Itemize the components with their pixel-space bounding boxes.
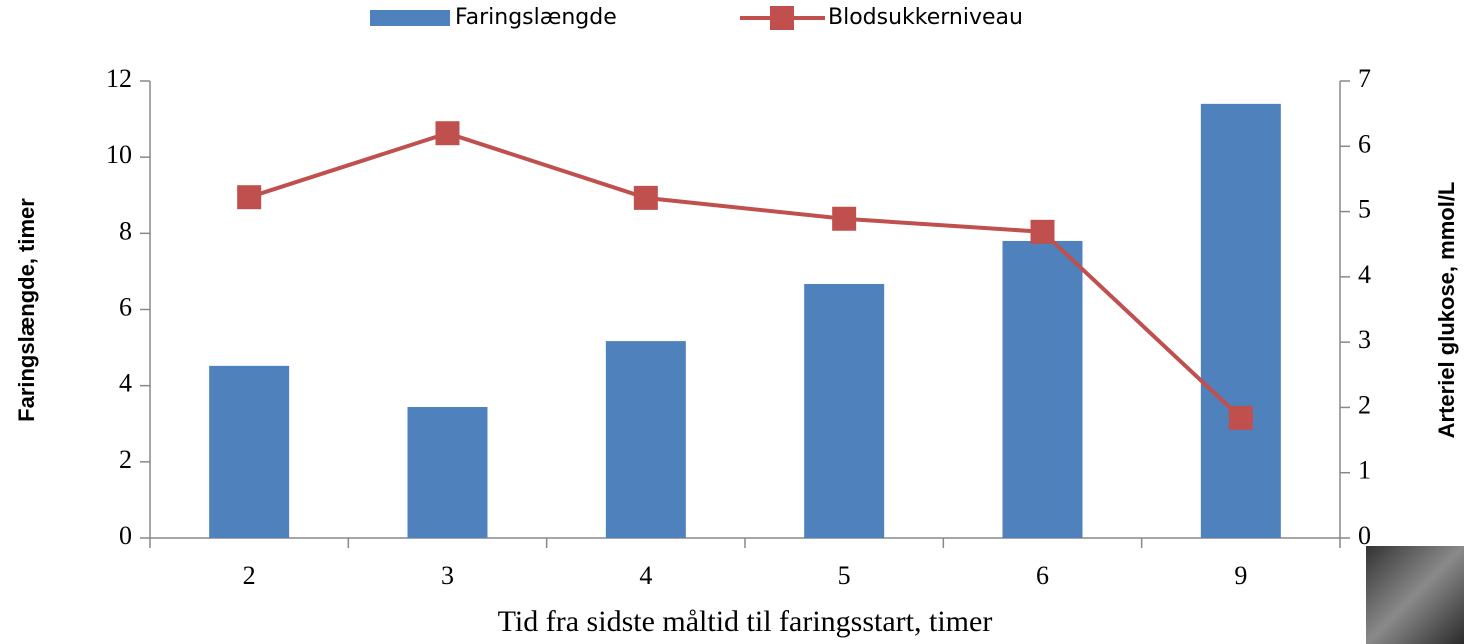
marker [1228,405,1253,430]
y2-tick-label: 4 [1358,260,1371,289]
x-axis-title: Tid fra sidste måltid til faringsstart, … [498,605,993,638]
x-tick-label: 6 [1036,561,1049,590]
x-tick-label: 2 [243,561,256,590]
marker [1030,219,1055,244]
legend-swatch-marker [770,6,794,30]
y-tick-label: 8 [119,216,132,245]
x-tick-label: 3 [441,561,454,590]
bar [1200,103,1281,538]
marker [832,206,857,231]
y-tick-label: 12 [106,64,132,93]
y2-axis-title: Arteriel glukose, mmol/L [1434,182,1459,439]
bar [605,341,686,538]
legend-label: Blodsukkerniveau [828,5,1023,30]
y-axis-title: Faringslængde, timer [14,198,39,422]
marker [435,121,460,146]
x-tick-label: 9 [1234,561,1247,590]
y-tick-label: 4 [119,369,132,398]
y2-tick-label: 1 [1358,456,1371,485]
legend-swatch [370,10,450,26]
y2-tick-label: 7 [1358,64,1371,93]
y-tick-label: 6 [119,292,132,321]
y2-tick-label: 3 [1358,325,1371,354]
bar [209,365,290,538]
y-tick-label: 0 [119,521,132,550]
x-tick-label: 4 [639,561,652,590]
y2-tick-label: 6 [1358,129,1371,158]
y-tick-label: 10 [106,140,132,169]
y-tick-label: 2 [119,445,132,474]
x-tick-label: 5 [838,561,851,590]
bar [1002,240,1083,538]
line [248,131,1243,420]
y2-tick-label: 2 [1358,390,1371,419]
legend-label: Faringslængde [455,5,617,30]
marker [633,185,658,210]
y2-tick-label: 5 [1358,195,1371,224]
bar [804,283,885,538]
thumbnail [1366,546,1464,644]
marker [237,185,262,210]
y2-tick-label: 0 [1358,521,1371,550]
bar [407,406,488,538]
